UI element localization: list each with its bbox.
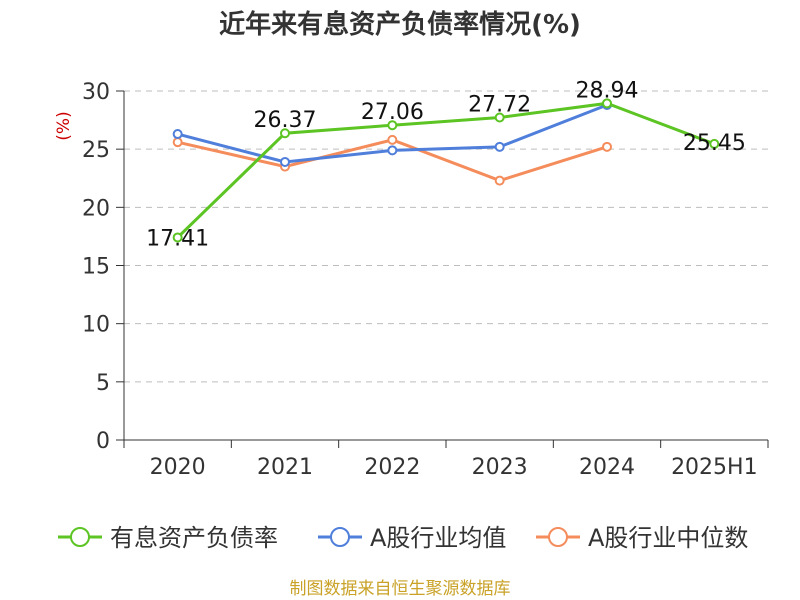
legend-item: A股行业均值 xyxy=(318,524,506,552)
data-point xyxy=(172,129,183,140)
chart-title: 近年来有息资产负债率情况(%) xyxy=(219,9,581,40)
legend-label: A股行业中位数 xyxy=(588,524,748,552)
data-point xyxy=(387,145,398,156)
legend-swatch-marker xyxy=(548,527,568,547)
data-label: 27.06 xyxy=(361,100,424,125)
data-label: 26.37 xyxy=(254,108,317,133)
data-point xyxy=(494,112,505,123)
legend-label: 有息资产负债率 xyxy=(110,524,278,552)
legend-swatch-marker xyxy=(70,527,90,547)
y-tick-label: 15 xyxy=(82,255,110,280)
x-tick-label: 2023 xyxy=(472,455,528,480)
legend: 有息资产负债率 A股行业均值 A股行业中位数 xyxy=(58,524,748,552)
y-tick-label: 5 xyxy=(96,371,110,396)
series-line-0 xyxy=(176,101,715,239)
legend-label: A股行业均值 xyxy=(370,524,506,552)
series-group xyxy=(172,98,720,243)
legend-swatch-marker xyxy=(330,527,350,547)
legend-item: 有息资产负债率 xyxy=(58,524,278,552)
data-point xyxy=(172,137,183,148)
y-tick-label: 25 xyxy=(82,138,110,163)
data-point xyxy=(280,128,290,139)
gridlines xyxy=(124,90,768,383)
x-tick-label: 2020 xyxy=(150,455,206,480)
data-point xyxy=(280,156,290,167)
x-tick-label: 2024 xyxy=(579,455,635,480)
data-labels: 17.41 26.37 27.06 27.72 28.94 25.45 xyxy=(146,78,746,251)
data-point xyxy=(494,175,505,186)
legend-item: A股行业中位数 xyxy=(536,524,748,552)
y-tick-label: 20 xyxy=(82,196,110,221)
data-label: 27.72 xyxy=(468,93,531,118)
x-tick-label: 2021 xyxy=(257,455,313,480)
y-tick-label: 30 xyxy=(82,80,110,105)
x-tick-label: 2022 xyxy=(364,455,420,480)
data-point xyxy=(494,141,505,152)
data-point xyxy=(602,141,612,152)
axes: 0 5 10 15 20 25 30 2020 2021 2022 2023 2024 2025H1 xyxy=(82,80,769,480)
y-tick-label: 0 xyxy=(96,429,110,454)
x-tick-label: 2025H1 xyxy=(671,455,758,480)
data-label: 28.94 xyxy=(576,78,639,103)
source-note: 制图数据来自恒生聚源数据库 xyxy=(290,579,511,599)
data-point xyxy=(387,120,398,131)
data-label: 17.41 xyxy=(146,226,209,251)
data-point xyxy=(709,138,720,149)
data-point xyxy=(602,98,612,109)
data-point xyxy=(172,232,183,243)
data-label: 25.45 xyxy=(683,131,746,156)
data-point xyxy=(387,134,398,145)
y-axis-label: (%) xyxy=(54,111,74,140)
y-tick-label: 10 xyxy=(82,313,110,338)
